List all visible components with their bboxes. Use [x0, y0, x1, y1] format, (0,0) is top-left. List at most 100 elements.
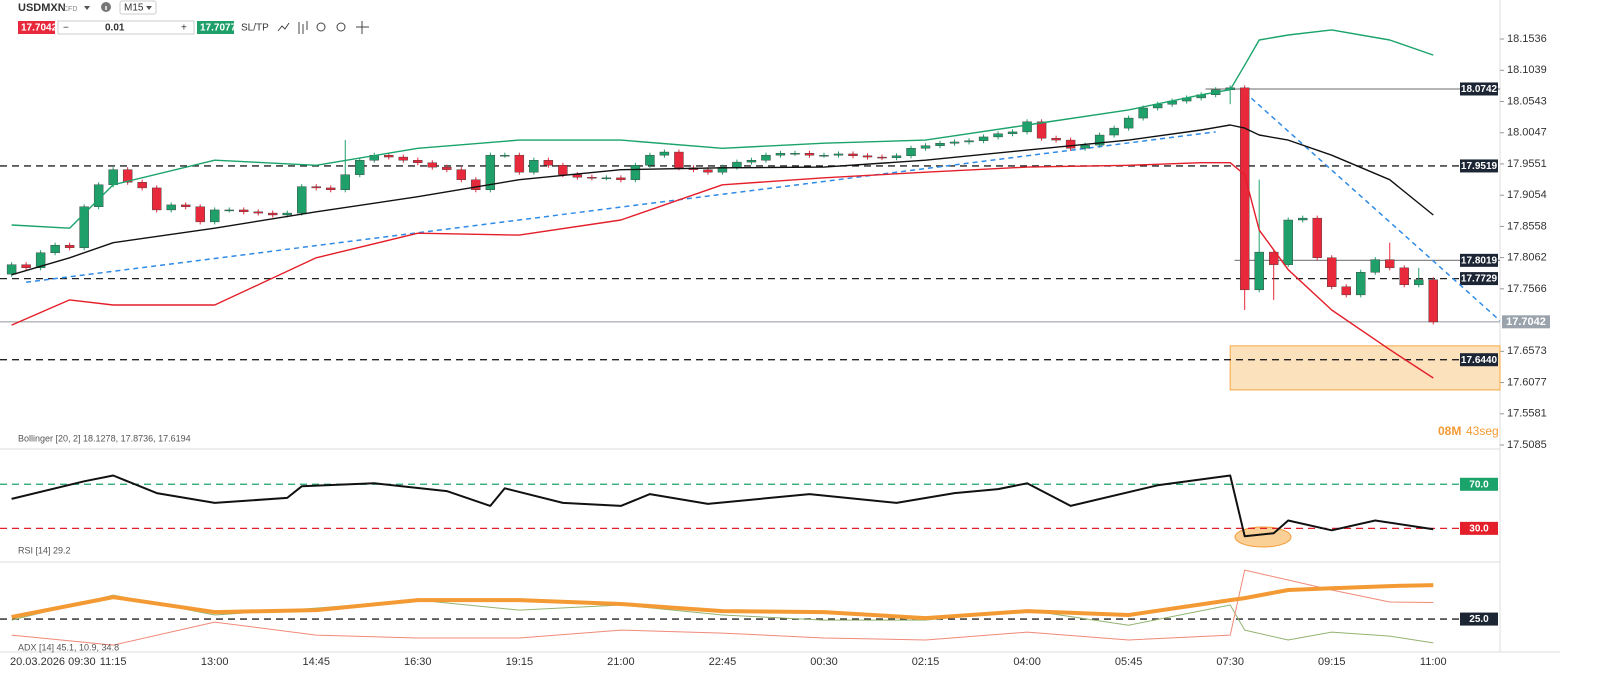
candle-body [543, 160, 554, 166]
x-tick-label: 19:15 [506, 656, 534, 668]
timeframe-select[interactable] [119, 0, 157, 15]
minus[interactable]: − [63, 23, 69, 34]
timer-seconds: 43seg [1466, 424, 1499, 438]
level-label-bg [1460, 272, 1498, 286]
candle-body [471, 179, 481, 190]
line-tool-icon[interactable] [277, 22, 290, 32]
dropdown-icon[interactable] [84, 6, 90, 10]
y-tick-label: 17.6573 [1507, 345, 1547, 357]
sell-button[interactable] [18, 21, 55, 34]
x-tick-label: 21:00 [607, 656, 635, 668]
candle-body [1327, 257, 1337, 287]
candle-body [456, 169, 467, 180]
level-label: 25.0 [1469, 614, 1489, 625]
candle-body [239, 209, 249, 213]
zoom-out-icon[interactable] [316, 22, 326, 32]
candle-body [384, 154, 394, 158]
x-tick-label: 09:15 [1318, 656, 1346, 668]
candle-body [1414, 279, 1424, 286]
x-tick-label: 02:15 [912, 656, 940, 668]
candle-body [1036, 121, 1047, 139]
level-label: 17.8019 [1461, 255, 1498, 266]
candle-body [1399, 267, 1409, 286]
candle-body [79, 206, 89, 248]
candle-body [108, 169, 118, 185]
candle-body [180, 204, 191, 207]
candle-tool-icon[interactable] [298, 21, 308, 34]
sltp-button[interactable]: SL/TP [241, 23, 269, 34]
x-tick-label: 07:30 [1216, 656, 1244, 668]
timeframe: M15 [124, 3, 144, 14]
candle-body [761, 154, 771, 161]
candle-body [6, 264, 17, 275]
level-label-bg [1460, 477, 1498, 491]
candle-body [703, 169, 713, 173]
candle-body [137, 182, 147, 189]
y-tick-label: 17.5085 [1507, 439, 1547, 451]
level-label-bg [1502, 315, 1550, 329]
y-tick-label: 17.9551 [1507, 158, 1547, 170]
market: CFD [63, 6, 77, 13]
timer-minutes: 08M [1438, 424, 1461, 438]
candle-body [1080, 144, 1090, 149]
candle-body [413, 160, 423, 163]
plus[interactable]: + [181, 23, 187, 34]
level-label: 17.9519 [1461, 161, 1498, 172]
y-tick-label: 17.7566 [1507, 283, 1547, 295]
candle-body [427, 162, 438, 168]
symbol[interactable]: USDMXN [18, 2, 66, 14]
level-label: 17.6440 [1461, 355, 1498, 366]
candle-body [1065, 139, 1076, 149]
candle-body [746, 160, 757, 163]
candle-body [558, 165, 568, 175]
indicator-line [11, 569, 1434, 646]
target-zone [1229, 345, 1501, 391]
level-label: 17.7729 [1461, 274, 1498, 285]
candle-body [833, 153, 844, 156]
trendline [26, 131, 1216, 284]
indicator-line [11, 474, 1434, 538]
indicator-line [11, 583, 1434, 621]
candle-body [253, 211, 263, 214]
candle-body [732, 161, 742, 168]
x-tick-label: 14:45 [302, 656, 330, 668]
candle-body [485, 154, 496, 190]
candle-body [50, 244, 60, 253]
x-tick-label: 16:30 [404, 656, 432, 668]
candle-body [848, 153, 858, 157]
candle-body [21, 264, 31, 269]
level-label: 17.7042 [1506, 316, 1546, 328]
candle-body [1007, 131, 1018, 134]
candle-body [775, 153, 786, 156]
candle-body [1022, 121, 1032, 133]
buy-button[interactable] [197, 21, 234, 34]
candle-body [790, 153, 800, 155]
candle-body [224, 209, 234, 212]
x-tick-label: 05:45 [1115, 656, 1143, 668]
x-tick-label: 20.03.2026 09:30 [10, 656, 96, 668]
candle-body [282, 212, 292, 216]
candle-body [151, 187, 162, 211]
candle-body [935, 143, 945, 146]
candle-body [949, 141, 960, 144]
x-tick-label: 13:00 [201, 656, 229, 668]
trendline [1244, 91, 1501, 322]
candle-body [1239, 87, 1250, 291]
candle-body [804, 153, 815, 156]
candle-body [500, 154, 510, 157]
candle-body [601, 177, 612, 180]
lot-size: 0.01 [105, 23, 125, 34]
candle-body [674, 151, 684, 168]
candle-body [1123, 117, 1134, 129]
candle-body [1312, 217, 1322, 258]
x-tick-label: 11:00 [1420, 656, 1447, 668]
crosshair-icon[interactable] [356, 21, 369, 34]
candle-body [64, 244, 75, 248]
candle-body [862, 155, 873, 158]
candle-body [529, 160, 539, 173]
indicator-line [11, 29, 1434, 229]
candle-body [891, 155, 902, 158]
lot-input[interactable] [57, 20, 195, 35]
zoom-in-icon[interactable] [336, 22, 346, 32]
candle-body [195, 206, 205, 223]
